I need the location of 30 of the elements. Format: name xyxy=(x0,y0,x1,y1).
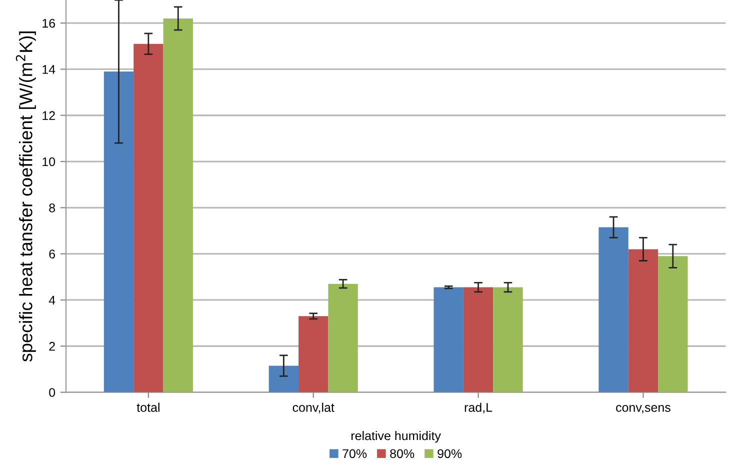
y-tick-label: 10 xyxy=(42,157,56,166)
y-tick-label: 4 xyxy=(48,296,56,305)
bar xyxy=(434,287,464,392)
y-tick-label: 12 xyxy=(42,111,55,120)
x-tick-label: rad,L xyxy=(464,402,492,414)
bar xyxy=(104,72,134,392)
x-tick-label: conv,lat xyxy=(292,402,334,414)
y-tick-label: 6 xyxy=(49,250,56,258)
legend-title: relative humidity xyxy=(351,430,441,443)
bar xyxy=(134,44,164,392)
legend-label: 90% xyxy=(438,449,462,458)
bar xyxy=(163,18,193,392)
bar xyxy=(493,287,523,392)
bar xyxy=(328,284,358,392)
bar xyxy=(628,249,658,392)
bar xyxy=(463,287,494,392)
bar xyxy=(268,366,299,392)
y-tick-label: 14 xyxy=(42,65,56,74)
y-axis-title: specific heat tansfer coefficient [W/(m$^{2}$K)] xyxy=(16,32,36,362)
x-tick-label: conv,sens xyxy=(616,405,670,414)
bar xyxy=(658,256,688,392)
bar xyxy=(298,316,328,392)
y-tick-label: 2 xyxy=(49,342,55,351)
y-tick-label: 16 xyxy=(42,18,56,28)
legend-label: 70% xyxy=(342,449,367,458)
legend-label: 80% xyxy=(390,449,414,458)
y-tick-label: 8 xyxy=(49,203,56,212)
bar xyxy=(598,227,628,392)
y-tick-label: 0 xyxy=(49,388,56,397)
x-tick-label: total xyxy=(136,402,160,412)
